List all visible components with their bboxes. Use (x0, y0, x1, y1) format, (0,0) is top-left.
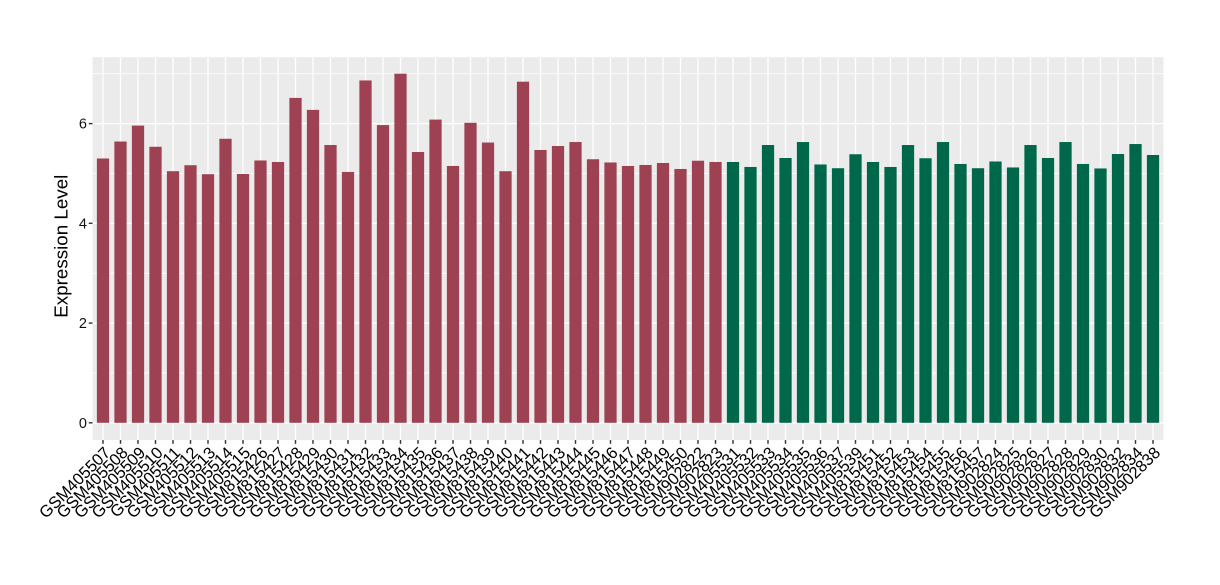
svg-text:4: 4 (79, 216, 87, 232)
svg-text:2: 2 (79, 316, 87, 332)
svg-text:0: 0 (79, 416, 87, 432)
svg-text:6: 6 (79, 117, 87, 133)
svg-text:Expression Level: Expression Level (51, 175, 72, 318)
